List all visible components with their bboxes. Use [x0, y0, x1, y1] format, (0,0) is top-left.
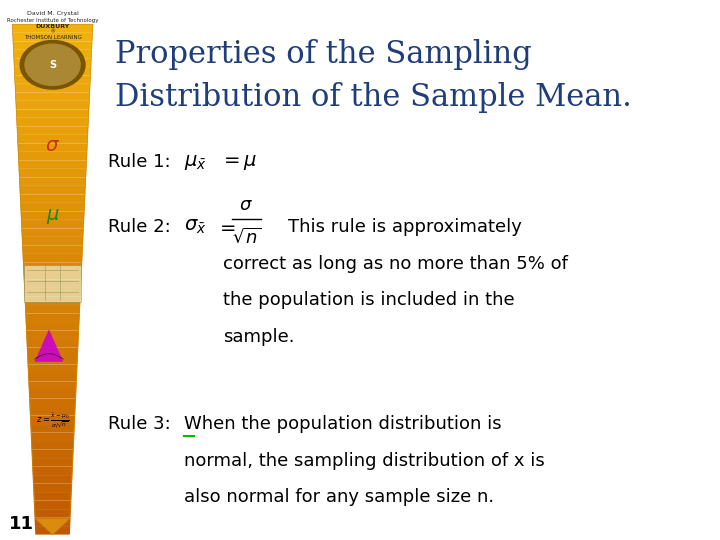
Polygon shape: [20, 203, 85, 212]
Text: normal, the sampling distribution of x is: normal, the sampling distribution of x i…: [184, 451, 544, 470]
Circle shape: [25, 44, 80, 85]
Polygon shape: [21, 220, 84, 228]
Text: When the population distribution is: When the population distribution is: [184, 415, 501, 433]
Text: THOMSON LEARNING: THOMSON LEARNING: [24, 35, 81, 40]
Polygon shape: [27, 339, 78, 348]
Polygon shape: [31, 441, 74, 449]
Polygon shape: [17, 118, 89, 126]
Polygon shape: [28, 381, 77, 390]
Polygon shape: [26, 322, 79, 330]
Text: 11: 11: [9, 515, 34, 533]
Polygon shape: [21, 212, 84, 220]
Polygon shape: [22, 228, 84, 237]
Text: This rule is approximately: This rule is approximately: [288, 218, 522, 236]
Text: DUXBURY: DUXBURY: [35, 24, 70, 29]
Text: ®: ®: [50, 29, 55, 35]
Text: $\sigma$: $\sigma$: [239, 196, 253, 214]
Text: sample.: sample.: [223, 328, 294, 346]
Polygon shape: [22, 254, 83, 262]
Text: David M. Crystal: David M. Crystal: [27, 11, 78, 16]
Text: the population is included in the: the population is included in the: [223, 291, 515, 309]
Polygon shape: [32, 449, 73, 458]
Polygon shape: [22, 237, 84, 245]
Polygon shape: [30, 424, 75, 433]
Polygon shape: [17, 126, 89, 135]
Polygon shape: [33, 492, 72, 501]
Text: Rochester Institute of Technology: Rochester Institute of Technology: [6, 18, 99, 23]
Polygon shape: [19, 186, 86, 194]
Polygon shape: [15, 84, 90, 92]
Polygon shape: [30, 416, 75, 424]
Polygon shape: [14, 58, 91, 67]
Polygon shape: [19, 177, 86, 186]
Polygon shape: [27, 364, 78, 373]
Text: $\mu_{\bar{x}}$: $\mu_{\bar{x}}$: [184, 152, 207, 172]
Polygon shape: [32, 458, 73, 467]
Polygon shape: [32, 467, 73, 475]
Polygon shape: [35, 329, 63, 362]
Polygon shape: [26, 330, 79, 339]
Polygon shape: [24, 296, 81, 305]
Polygon shape: [18, 152, 87, 160]
Polygon shape: [32, 475, 73, 484]
Polygon shape: [35, 517, 71, 526]
Text: Rule 3:: Rule 3:: [108, 415, 171, 433]
Polygon shape: [25, 313, 80, 322]
Polygon shape: [35, 518, 70, 535]
Polygon shape: [27, 348, 78, 356]
Polygon shape: [27, 356, 78, 364]
Text: $=$: $=$: [216, 218, 236, 236]
Circle shape: [20, 40, 85, 89]
Polygon shape: [34, 509, 71, 517]
Polygon shape: [14, 50, 91, 58]
Polygon shape: [16, 101, 89, 109]
Text: $\sqrt{n}$: $\sqrt{n}$: [232, 228, 261, 247]
Polygon shape: [22, 245, 83, 254]
Polygon shape: [30, 407, 76, 416]
Polygon shape: [14, 76, 91, 84]
Polygon shape: [17, 143, 88, 152]
Polygon shape: [17, 135, 88, 143]
Polygon shape: [19, 160, 86, 169]
Polygon shape: [35, 526, 71, 535]
Polygon shape: [23, 262, 82, 271]
Polygon shape: [29, 399, 76, 407]
Text: Rule 1:: Rule 1:: [108, 153, 171, 171]
Polygon shape: [12, 24, 93, 33]
Text: also normal for any sample size n.: also normal for any sample size n.: [184, 488, 494, 507]
FancyBboxPatch shape: [24, 265, 81, 302]
Text: correct as long as no more than 5% of: correct as long as no more than 5% of: [223, 254, 568, 273]
Polygon shape: [20, 194, 85, 203]
Polygon shape: [13, 42, 92, 50]
Polygon shape: [13, 33, 92, 42]
Text: Properties of the Sampling: Properties of the Sampling: [115, 38, 532, 70]
Text: $z=\frac{\bar{x}-\mu_0}{\sigma/\sqrt{n}}$: $z=\frac{\bar{x}-\mu_0}{\sigma/\sqrt{n}}…: [35, 412, 70, 430]
Polygon shape: [33, 484, 72, 492]
Polygon shape: [24, 280, 81, 288]
Polygon shape: [31, 433, 74, 441]
Polygon shape: [24, 288, 81, 296]
Text: Distribution of the Sample Mean.: Distribution of the Sample Mean.: [115, 82, 632, 113]
Polygon shape: [14, 67, 91, 76]
Polygon shape: [19, 169, 86, 177]
Text: $\sigma$: $\sigma$: [45, 137, 60, 155]
Polygon shape: [16, 109, 89, 118]
Text: $= \mu$: $= \mu$: [220, 152, 257, 172]
Polygon shape: [34, 501, 71, 509]
Text: S: S: [49, 60, 56, 70]
Polygon shape: [28, 373, 77, 381]
Text: Rule 2:: Rule 2:: [108, 218, 171, 236]
Text: $\sigma_{\bar{x}}$: $\sigma_{\bar{x}}$: [184, 218, 206, 236]
Polygon shape: [23, 271, 82, 280]
Polygon shape: [15, 92, 90, 101]
Polygon shape: [29, 390, 76, 399]
Text: $\mu$: $\mu$: [45, 206, 60, 226]
Polygon shape: [25, 305, 80, 313]
